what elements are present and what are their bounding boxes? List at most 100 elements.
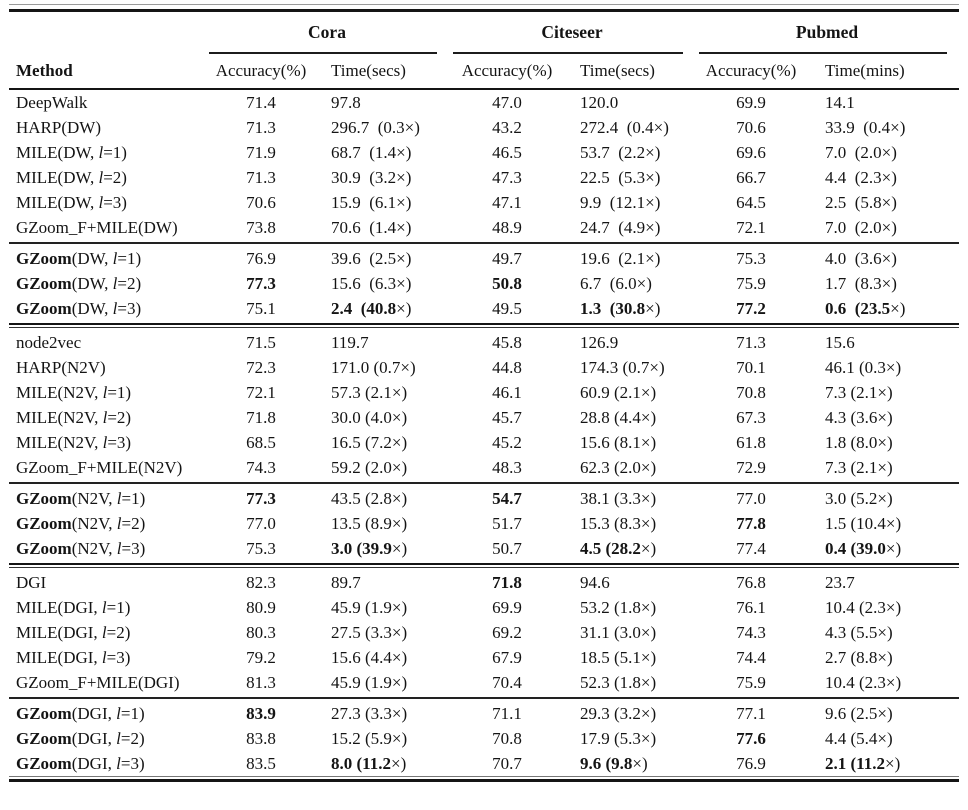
accuracy-cell: 81.3 [205,670,317,695]
time-cell: 120.0 [565,89,695,115]
time-cell: 27.3 (3.3×) [317,701,449,726]
text-segment: (DW, [71,299,113,318]
text-segment: =2) [120,729,145,748]
text-segment: 29.3 (3.2×) [580,704,657,723]
text-segment: 66.7 [736,168,766,187]
text-segment: 4.4 (2.3×) [825,168,897,187]
accuracy-cell: 70.8 [449,726,565,751]
time-cell: 33.9 (0.4×) [807,115,959,140]
text-segment: DGI [16,573,47,592]
text-segment: 76.1 [736,598,766,617]
text-segment: 16.5 (7.2×) [331,433,408,452]
method-cell: DGI [9,570,205,595]
method-cell: GZoom_F+MILE(N2V) [9,455,205,480]
text-segment: GZoom_F+MILE(DW) [16,218,178,237]
accuracy-cell: 75.9 [695,670,807,695]
accuracy-cell: 75.3 [695,246,807,271]
cora-cmidrule [209,46,437,54]
text-segment: 30.9 (3.2×) [331,168,412,187]
text-segment: GZoom [16,514,72,533]
text-segment: =3) [120,754,145,773]
accuracy-cell: 77.1 [695,701,807,726]
text-segment: l [98,193,104,212]
text-segment: 1.3 (30.8 [580,299,646,318]
accuracy-cell: 72.9 [695,455,807,480]
text-segment: 171.0 (0.7×) [331,358,416,377]
text-segment: 70.1 [736,358,766,377]
accuracy-cell: 43.2 [449,115,565,140]
text-segment: 77.1 [736,704,766,723]
text-segment: (DGI, [71,729,117,748]
accuracy-cell: 49.5 [449,296,565,321]
text-segment: DeepWalk [16,93,88,112]
text-segment: ×) [890,299,906,318]
text-segment: 89.7 [331,573,361,592]
table-row: GZoom(N2V, l=3) 75.3 3.0 (39.9×) 50.7 4.5 (2… [9,536,959,561]
text-segment: 2.4 (40.8 [331,299,397,318]
text-segment: 28.8 (4.4×) [580,408,657,427]
method-cell: GZoom(N2V, l=1) [9,486,205,511]
text-segment: 18.5 (5.1×) [580,648,657,667]
time-cell: 7.0 (2.0×) [807,140,959,165]
text-segment: 8.0 (11.2 [331,754,391,773]
text-segment: 71.8 [492,573,522,592]
text-segment: 7.3 (2.1×) [825,383,893,402]
time-cell: 23.7 [807,570,959,595]
text-segment: l [101,598,107,617]
time-cell: 24.7 (4.9×) [565,215,695,240]
text-segment: l [116,704,121,723]
accuracy-cell: 80.9 [205,595,317,620]
text-segment: 43.5 (2.8×) [331,489,408,508]
accuracy-cell: 83.9 [205,701,317,726]
text-segment: 80.9 [246,598,276,617]
accuracy-cell: 83.8 [205,726,317,751]
text-segment: 52.3 (1.8×) [580,673,657,692]
text-segment: node2vec [16,333,82,352]
text-segment: 48.9 [492,218,522,237]
accuracy-cell: 70.6 [205,190,317,215]
time-cell: 9.9 (12.1×) [565,190,695,215]
section-rule [9,242,960,244]
accuracy-cell: 71.5 [205,330,317,355]
text-segment: 77.4 [736,539,766,558]
text-segment: 15.6 (6.3×) [331,274,412,293]
accuracy-cell: 69.9 [449,595,565,620]
table-row: GZoom(DGI, l=2) 83.8 15.2 (5.9×) 70.8 17.9 (… [9,726,959,751]
text-segment: 46.1 (0.3×) [825,358,902,377]
accuracy-cell: 47.0 [449,89,565,115]
section-rule [9,697,960,699]
text-segment: 54.7 [492,489,522,508]
text-segment: GZoom_F+MILE(N2V) [16,458,183,477]
text-segment: 94.6 [580,573,610,592]
time-cell: 4.3 (5.5×) [807,620,959,645]
text-segment: 75.3 [246,539,276,558]
text-segment: 15.6 (8.1×) [580,433,657,452]
method-cell: DeepWalk [9,89,205,115]
time-cell: 15.6 (4.4×) [317,645,449,670]
text-segment: 24.7 (4.9×) [580,218,661,237]
pubmed-accuracy-header: Accuracy(%) [695,54,807,90]
separator-row [9,561,960,570]
accuracy-cell: 72.1 [695,215,807,240]
table-row: MILE(N2V, l=2) 71.8 30.0 (4.0×) 45.7 28.8 (4… [9,405,959,430]
accuracy-cell: 45.2 [449,430,565,455]
text-segment: =2) [107,408,132,427]
accuracy-cell: 76.8 [695,570,807,595]
accuracy-cell: 45.8 [449,330,565,355]
text-segment: 7.0 (2.0×) [825,143,897,162]
time-cell: 16.5 (7.2×) [317,430,449,455]
text-segment: 17.9 (5.3×) [580,729,657,748]
time-cell: 2.5 (5.8×) [807,190,959,215]
text-segment: 70.6 (1.4×) [331,218,412,237]
method-cell: GZoom(DW, l=3) [9,296,205,321]
text-segment: 79.2 [246,648,276,667]
time-cell: 89.7 [317,570,449,595]
text-segment: l [98,168,104,187]
accuracy-cell: 64.5 [695,190,807,215]
text-segment: 49.7 [492,249,522,268]
time-cell: 30.9 (3.2×) [317,165,449,190]
text-segment: 45.9 (1.9×) [331,598,408,617]
text-segment: GZoom [16,299,72,318]
time-cell: 4.4 (5.4×) [807,726,959,751]
text-segment: GZoom [16,754,72,773]
